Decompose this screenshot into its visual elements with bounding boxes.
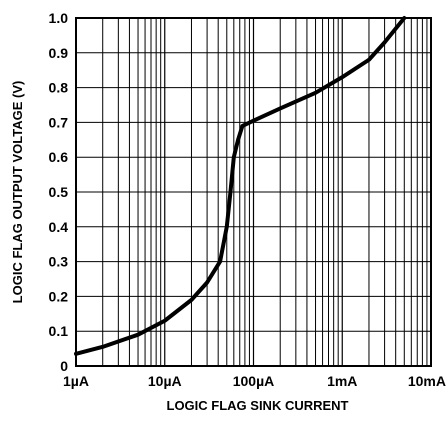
- y-tick-label: 0.4: [49, 219, 69, 235]
- x-tick-label: 100µA: [233, 373, 275, 389]
- y-axis-label: LOGIC FLAG OUTPUT VOLTAGE (V): [10, 81, 25, 304]
- y-tick-label: 0: [60, 358, 68, 374]
- x-tick-label: 10µA: [148, 373, 182, 389]
- x-axis-ticks: 1µA 10µA 100µA 1mA 10mA: [63, 373, 446, 389]
- y-axis-ticks: 0 0.1 0.2 0.3 0.4 0.5 0.6 0.7 0.8 0.9 1.0: [49, 10, 69, 374]
- y-tick-label: 0.2: [49, 288, 69, 304]
- x-axis-label: LOGIC FLAG SINK CURRENT: [167, 398, 349, 413]
- y-tick-label: 1.0: [49, 10, 69, 26]
- y-tick-label: 0.1: [49, 323, 69, 339]
- y-tick-label: 0.8: [49, 80, 69, 96]
- y-tick-label: 0.3: [49, 254, 69, 270]
- y-tick-label: 0.6: [49, 149, 69, 165]
- x-tick-label: 1µA: [63, 373, 89, 389]
- series-line: [74, 16, 407, 356]
- grid: [75, 17, 431, 367]
- y-tick-label: 0.5: [49, 184, 69, 200]
- y-tick-label: 0.9: [49, 45, 69, 61]
- x-tick-label: 1mA: [327, 373, 357, 389]
- plot-frame: [75, 17, 432, 367]
- x-tick-label: 10mA: [408, 373, 446, 389]
- series-layer: [74, 16, 407, 356]
- y-tick-label: 0.7: [49, 114, 69, 130]
